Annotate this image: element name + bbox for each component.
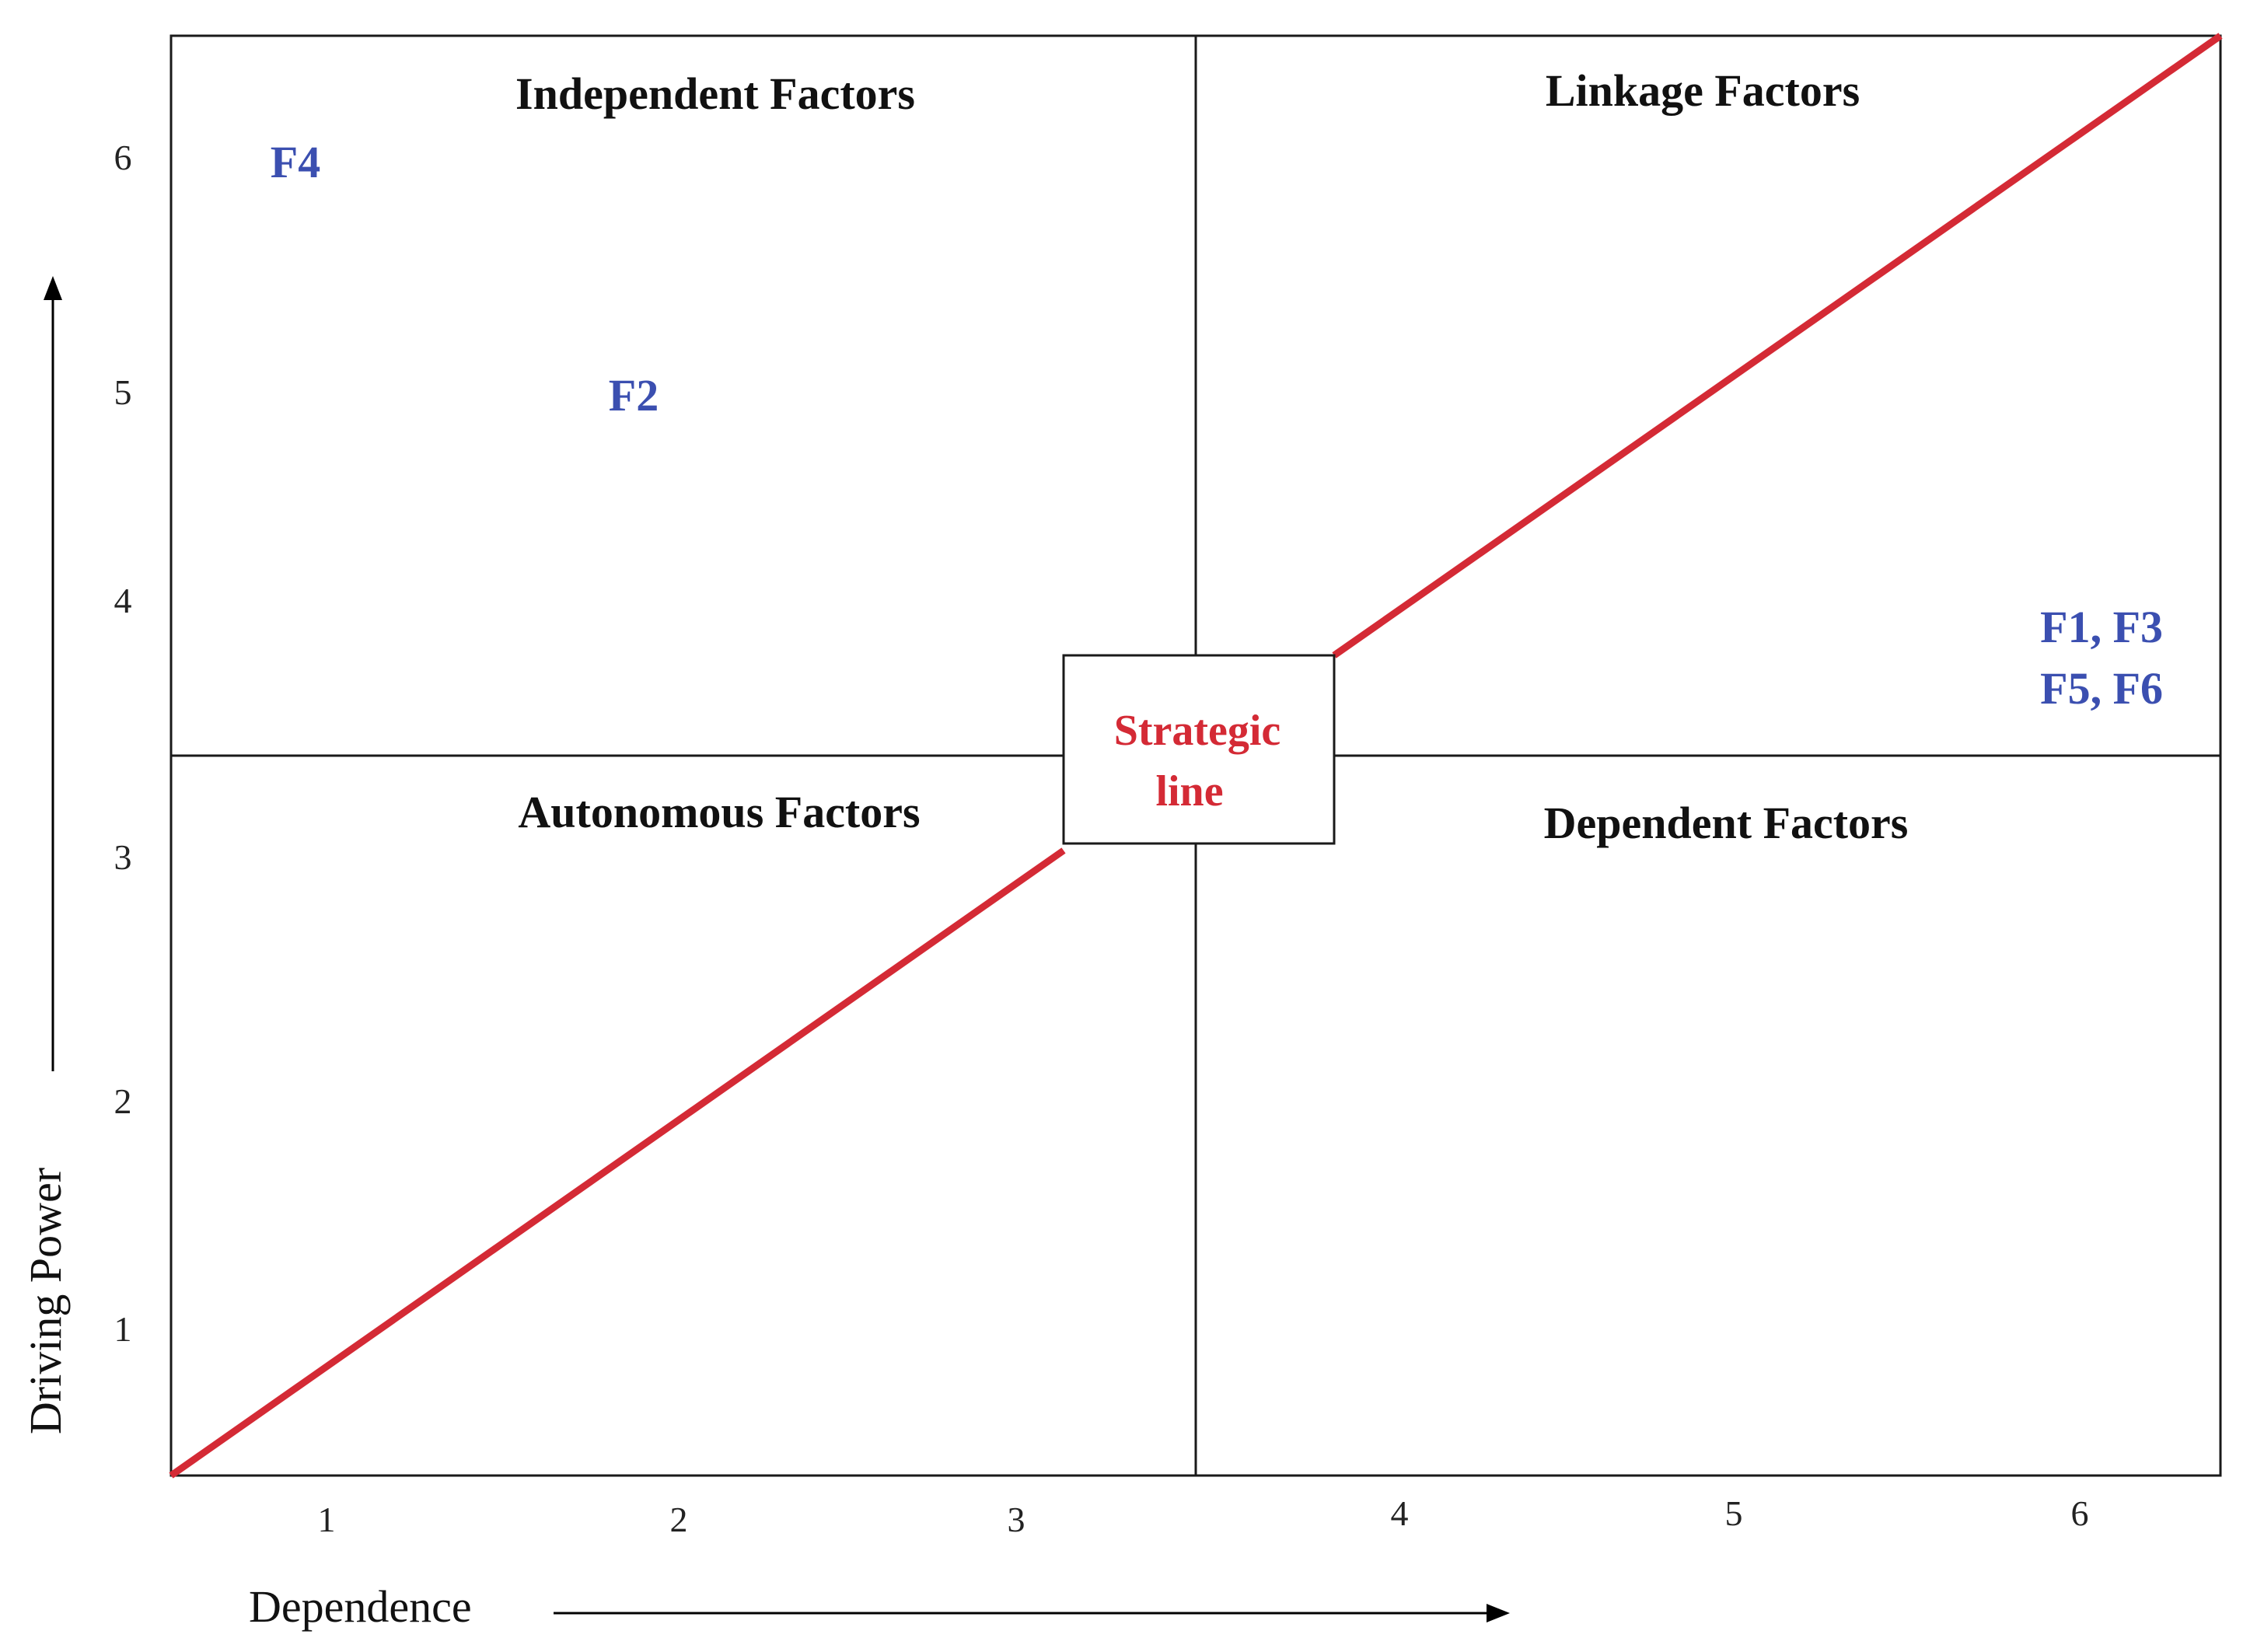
quadrant-title-independent: Independent Factors (515, 68, 915, 119)
x-tick-label: 5 (1725, 1493, 1743, 1533)
quadrant-title-linkage: Linkage Factors (1546, 65, 1860, 116)
strategic-line-label-line2: line (1155, 767, 1223, 816)
x-tick-label: 3 (1008, 1500, 1025, 1539)
y-tick-label: 2 (114, 1081, 132, 1121)
x-tick-label: 4 (1391, 1493, 1409, 1533)
y-tick-labels: 1 2 3 4 5 6 (114, 138, 132, 1349)
point-label-f5-f6: F5, F6 (2040, 663, 2163, 714)
y-tick-label: 1 (114, 1309, 132, 1349)
x-tick-labels: 1 2 3 4 5 6 (318, 1493, 2089, 1539)
strategic-line-lower-segment (169, 847, 1066, 1479)
strategic-line-label-line1: Strategic (1114, 707, 1281, 755)
point-label-f1-f3: F1, F3 (2040, 602, 2163, 652)
quadrant-title-autonomous: Autonomous Factors (518, 787, 920, 837)
y-axis-arrowhead-icon (44, 276, 62, 300)
x-tick-label: 1 (318, 1500, 336, 1539)
point-label-f4: F4 (271, 137, 320, 187)
x-tick-label: 2 (670, 1500, 688, 1539)
y-axis-label: Driving Power (20, 1168, 71, 1434)
x-tick-label: 6 (2071, 1493, 2089, 1533)
point-label-f2: F2 (609, 370, 659, 421)
x-axis-arrowhead-icon (1487, 1604, 1510, 1622)
x-axis-label: Dependence (249, 1581, 472, 1632)
y-tick-label: 6 (114, 138, 132, 177)
point-labels: F4 F2 F1, F3 F5, F6 (271, 137, 2163, 714)
y-tick-label: 5 (114, 372, 132, 412)
strategic-line-upper-segment (1332, 33, 2223, 658)
quadrant-title-dependent: Dependent Factors (1544, 798, 1909, 848)
y-tick-label: 4 (114, 581, 132, 620)
y-tick-label: 3 (114, 837, 132, 877)
strategic-line-box (1062, 654, 1336, 845)
